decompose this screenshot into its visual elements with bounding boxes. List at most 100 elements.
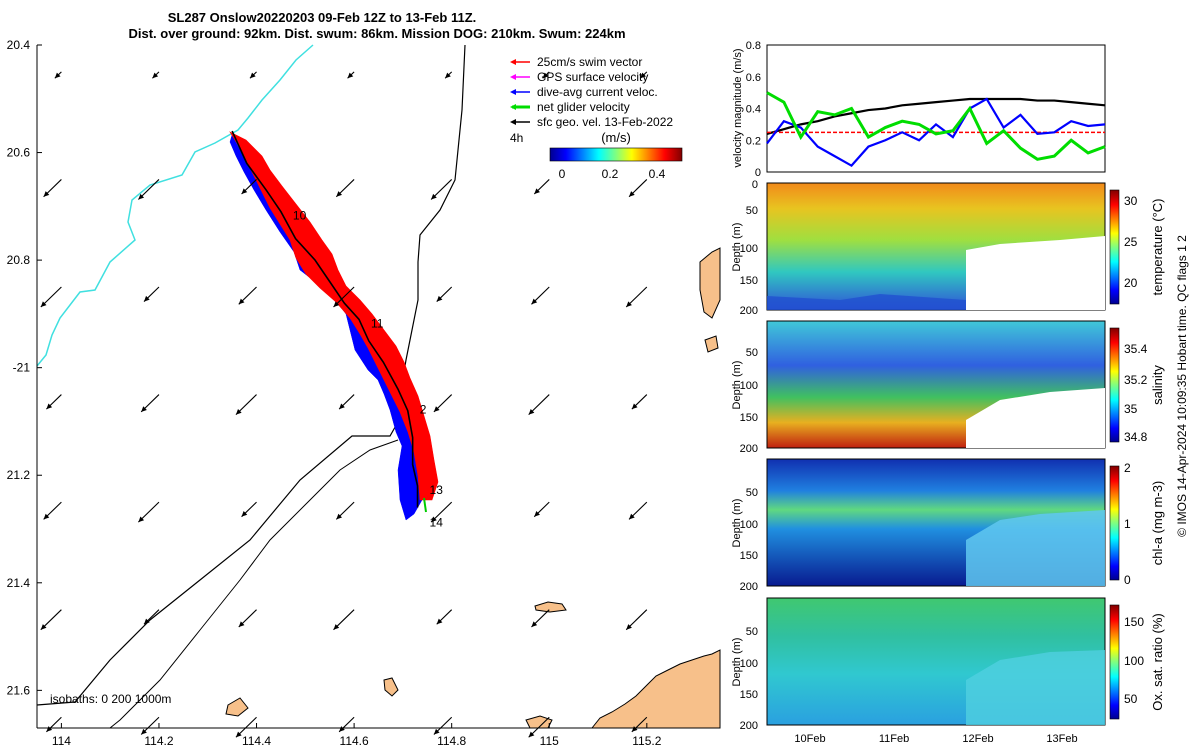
velocity-series-line <box>766 97 1106 135</box>
salinity-panel: 50 100 150 200 Depth (m) 35.4 35.2 35 34… <box>731 320 1165 455</box>
velocity-y-ticks: 0 0.2 0.4 0.6 0.8 <box>746 40 761 179</box>
swath-swim <box>229 131 439 501</box>
temperature-deep-patch <box>767 294 966 310</box>
velocity-y-tick-label: 0.6 <box>746 72 761 84</box>
geo-vector-arrow <box>528 394 550 415</box>
velocity-y-tick-label: 0.4 <box>746 104 761 116</box>
geo-vector-arrow <box>625 609 648 631</box>
geo-vector-arrow <box>140 394 160 413</box>
geo-vector-arrow <box>631 716 648 733</box>
sal-tick-150: 150 <box>740 412 758 424</box>
sal-cb-tick-0: 35.4 <box>1124 342 1148 356</box>
oxygen-panel: 50 100 150 200 Depth (m) 150 100 50 Ox. … <box>731 597 1165 732</box>
legend-item-label: sfc geo. vel. 13-Feb-2022 <box>537 115 673 129</box>
geo-vector-arrow <box>137 179 160 200</box>
geo-vector-arrow <box>338 716 355 733</box>
geo-vector-arrow <box>333 286 355 308</box>
geo-vector-arrow <box>531 286 550 305</box>
ox-tick-100: 100 <box>740 658 758 670</box>
geo-vector-arrow <box>241 179 257 195</box>
land-island-small <box>534 601 567 613</box>
geo-vector-arrow <box>335 501 355 520</box>
geo-vector-arrow <box>333 609 355 631</box>
geo-vector-arrow <box>241 501 257 518</box>
sal-tick-200: 200 <box>740 443 758 455</box>
geo-vector-arrow <box>238 286 257 305</box>
temperature-colorbar <box>1109 189 1120 305</box>
map-y-tick-label: 20.8 <box>7 253 31 267</box>
glider-track <box>231 130 419 508</box>
geo-vector-arrow <box>54 71 62 79</box>
salinity-colorbar <box>1109 327 1120 443</box>
time-tick-11feb: 11Feb <box>879 733 909 745</box>
geo-vector-arrow <box>40 286 62 308</box>
geo-vector-arrow <box>46 716 62 733</box>
velocity-y-tick-label: 0.2 <box>746 135 761 147</box>
oxygen-colorbar <box>1109 604 1120 720</box>
legend-item: 25cm/s swim vector <box>510 55 642 69</box>
geo-vector-arrow <box>347 71 355 79</box>
legend-item: dive-avg current veloc. <box>510 85 658 99</box>
geo-vector-arrow <box>249 71 257 79</box>
geo-vector-arrow <box>338 394 355 410</box>
chl-tick-50: 50 <box>746 487 758 499</box>
chl-tick-100: 100 <box>740 519 758 531</box>
map-x-tick-label: 114.8 <box>437 734 466 748</box>
track-day-label: 2 <box>420 402 427 416</box>
geo-vector-arrow <box>625 286 648 308</box>
ox-cb-tick-1: 100 <box>1124 654 1144 668</box>
isobaths-label: isobaths: 0 200 1000m <box>50 692 171 706</box>
net-velocity-tail <box>423 497 427 513</box>
legend-item: net glider velocity <box>510 100 630 114</box>
legend-item-label: net glider velocity <box>537 100 630 114</box>
sal-tick-100: 100 <box>740 380 758 392</box>
track-day-label: 13 <box>430 483 444 497</box>
chla-colorbar <box>1109 465 1120 581</box>
geo-vector-arrow <box>430 501 453 523</box>
track-day-label: 11 <box>371 316 384 330</box>
geo-vector-arrow <box>433 394 453 413</box>
geo-vector-arrow <box>639 71 648 79</box>
chl-tick-200: 200 <box>740 581 758 593</box>
geo-vector-arrow <box>628 501 648 520</box>
temperature-ylabel: Depth (m) <box>731 223 743 272</box>
salinity-cbar-label: salinity <box>1150 365 1165 405</box>
speed-colorbar-tick: 0.4 <box>649 167 666 181</box>
temp-cb-tick-1: 25 <box>1124 235 1138 249</box>
track-day-label: 14 <box>430 515 444 529</box>
legend-item-label: 25cm/s swim vector <box>537 55 642 69</box>
geo-vector-arrow <box>631 394 648 410</box>
map-y-tick-label: 21.4 <box>7 576 31 590</box>
legend-item: GPS surface velocity <box>510 70 648 84</box>
chla-cbar-label: chl-a (mg m-3) <box>1150 481 1165 566</box>
chl-cb-tick-2: 0 <box>1124 573 1131 587</box>
map-y-tick-label: 21.2 <box>7 468 31 482</box>
map-x-tick-label: 114.4 <box>242 734 271 748</box>
geo-vector-arrow <box>43 179 62 198</box>
geo-vector-arrow <box>152 71 160 79</box>
sal-tick-50: 50 <box>746 347 758 359</box>
geo-vector-arrow <box>533 501 550 518</box>
geo-vector-arrow <box>40 609 62 631</box>
ox-tick-200: 200 <box>740 720 758 732</box>
chl-cb-tick-1: 1 <box>1124 517 1131 531</box>
velocity-series <box>766 91 1106 168</box>
land-islet-3 <box>704 335 719 353</box>
geo-vector-arrow <box>235 716 257 738</box>
temp-tick-0: 0 <box>752 179 758 191</box>
legend-item: sfc geo. vel. 13-Feb-2022 <box>510 115 673 129</box>
map-x-tick-label: 114 <box>52 734 71 748</box>
geo-vector-arrow <box>238 609 257 628</box>
ox-tick-50: 50 <box>746 626 758 638</box>
map-x-tick-label: 114.2 <box>144 734 173 748</box>
ox-tick-150: 150 <box>740 689 758 701</box>
coastline-cyan <box>36 44 314 367</box>
map-x-ticks: 114 114.2 114.4 114.6 114.8 115 115.2 <box>52 723 662 748</box>
speed-colorbar-ticks: 0 0.2 0.4 <box>559 167 666 181</box>
chl-tick-150: 150 <box>740 550 758 562</box>
velocity-series-line <box>766 97 1106 168</box>
velocity-ylabel: velocity magnitude (m/s) <box>732 48 744 167</box>
geo-vector-arrow <box>436 609 453 625</box>
velocity-y-tick-label: 0.8 <box>746 40 761 52</box>
ox-cb-tick-0: 150 <box>1124 615 1144 629</box>
